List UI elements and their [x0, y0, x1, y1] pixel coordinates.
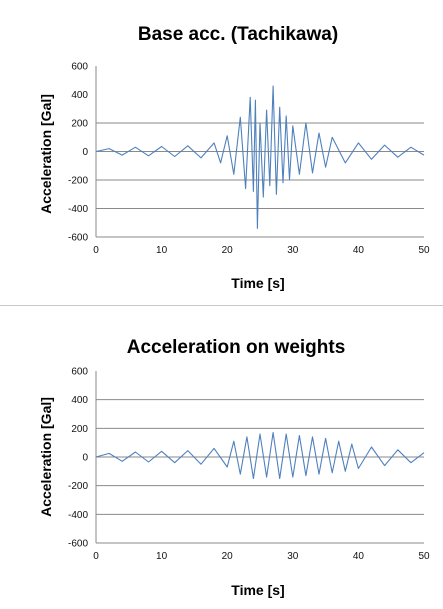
y-tick-label: 400 [71, 90, 88, 101]
series-line [95, 432, 425, 480]
chart-panel-base-acceleration: Base acc. (Tachikawa) Acceleration [Gal]… [38, 24, 430, 291]
x-tick-label: 10 [156, 551, 168, 562]
y-tick-label: -200 [68, 481, 88, 492]
x-tick-label: 40 [353, 551, 365, 562]
panel-divider [0, 305, 443, 312]
x-axis-label: Time [s] [231, 582, 284, 598]
x-tick-label: 40 [353, 245, 365, 256]
series-group [95, 85, 425, 229]
gridlines [96, 399, 424, 544]
y-tick-labels: 600 400 200 0 -200 -400 -600 [68, 367, 88, 550]
x-tick-label: 50 [418, 245, 430, 256]
y-axis-label: Acceleration [Gal] [38, 397, 54, 517]
y-tick-label: 400 [71, 395, 88, 406]
y-tick-label: -400 [68, 204, 88, 215]
x-tick-label: 20 [222, 245, 234, 256]
x-tick-label: 20 [222, 551, 234, 562]
gridlines [96, 122, 424, 238]
x-tick-label: 10 [156, 245, 168, 256]
chart-weights-acceleration: Acceleration on weights Acceleration [Ga… [38, 337, 430, 598]
y-tick-label: -600 [68, 539, 88, 550]
y-tick-label: 0 [82, 147, 88, 158]
x-tick-label: 30 [287, 551, 299, 562]
x-axis-label: Time [s] [231, 275, 284, 291]
x-tick-label: 0 [93, 245, 99, 256]
y-axis-label: Acceleration [Gal] [38, 94, 54, 214]
y-tick-label: -400 [68, 510, 88, 521]
y-tick-label: 600 [71, 367, 88, 378]
chart-base-acceleration: Base acc. (Tachikawa) Acceleration [Gal]… [38, 24, 430, 291]
y-tick-labels: 600 400 200 0 -200 -400 -600 [68, 62, 88, 244]
chart-title: Acceleration on weights [127, 337, 346, 358]
x-tick-labels: 0 10 20 30 40 50 [93, 551, 430, 562]
chart-title: Base acc. (Tachikawa) [138, 24, 338, 45]
x-tick-label: 50 [418, 551, 430, 562]
y-tick-label: 200 [71, 424, 88, 435]
x-tick-labels: 0 10 20 30 40 50 [93, 245, 430, 256]
y-tick-label: -200 [68, 176, 88, 187]
y-tick-label: 600 [71, 62, 88, 73]
x-tick-label: 30 [287, 245, 299, 256]
y-tick-label: 0 [82, 453, 88, 464]
series-line [95, 85, 425, 229]
x-tick-label: 0 [93, 551, 99, 562]
y-tick-label: -600 [68, 233, 88, 244]
chart-panel-weights-acceleration: Acceleration on weights Acceleration [Ga… [0, 311, 443, 609]
y-tick-label: 200 [71, 119, 88, 130]
series-group [95, 432, 425, 480]
